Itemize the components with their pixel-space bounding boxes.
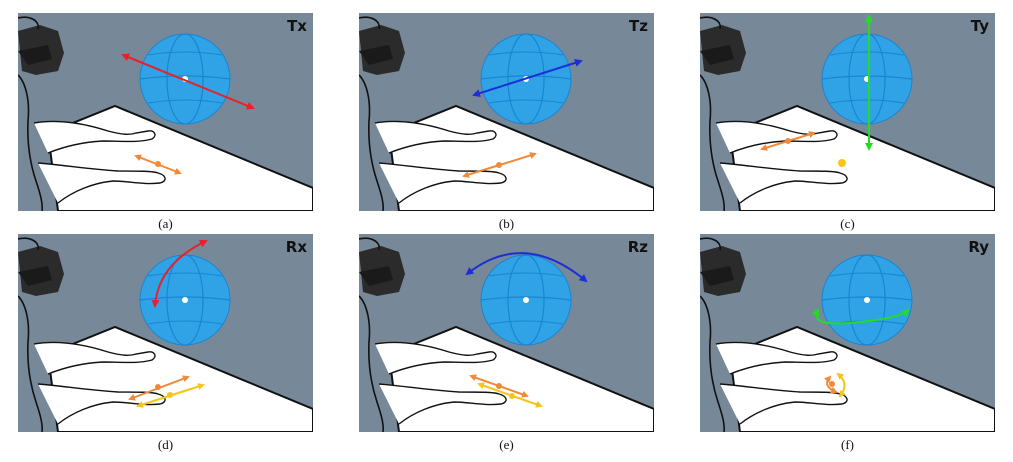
caption-d: (d)	[157, 437, 174, 452]
hand-point-secondary	[838, 159, 846, 167]
scene-tz	[359, 13, 654, 211]
tz-arrow	[472, 59, 583, 97]
tx-arrow	[121, 53, 255, 110]
panel-label: Ry	[968, 238, 989, 256]
hand-point	[155, 161, 161, 167]
panel-label: Ty	[970, 17, 989, 35]
hand-point	[496, 162, 502, 168]
panel-tz: Tz	[359, 13, 654, 211]
panel-ty: Ty	[700, 13, 995, 211]
panel-label: Tz	[629, 17, 648, 35]
panel-rx: Rx	[18, 234, 313, 432]
panel-rz: Rz	[359, 234, 654, 432]
caption-e: (e)	[499, 437, 514, 452]
caption-b: (b)	[498, 216, 515, 231]
scene-tx	[18, 13, 313, 211]
hand-point-secondary	[167, 392, 173, 398]
hand-point	[829, 381, 835, 387]
hand-point	[155, 384, 161, 390]
ry-arrow	[811, 308, 910, 325]
hand-point	[785, 138, 791, 144]
panel-label: Tx	[287, 17, 307, 35]
caption-a: (a)	[158, 216, 173, 231]
rz-arrow	[465, 252, 588, 283]
scene-rz	[359, 234, 654, 432]
scene-ry	[700, 234, 995, 432]
panel-tx: Tx	[18, 13, 313, 211]
panel-label: Rx	[285, 238, 307, 256]
hand-point-secondary	[509, 393, 515, 399]
scene-ty	[700, 13, 995, 211]
rx-arrow	[151, 239, 208, 308]
hand-arrow-secondary	[836, 372, 846, 398]
scene-rx	[18, 234, 313, 432]
caption-c: (c)	[840, 216, 855, 231]
hand-point	[496, 383, 502, 389]
panel-ry: Ry	[700, 234, 995, 432]
hand-arrow	[824, 375, 838, 394]
caption-f: (f)	[841, 437, 854, 452]
panel-label: Rz	[627, 238, 648, 256]
